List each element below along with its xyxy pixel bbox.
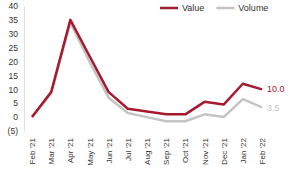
x-tick: Mar '21 xyxy=(47,134,56,164)
y-tick-label: 40 xyxy=(9,1,19,11)
plot-area xyxy=(32,20,262,121)
y-axis-line xyxy=(24,7,25,132)
y-tick: 35 xyxy=(9,15,24,25)
y-tick: 40 xyxy=(9,1,24,11)
x-tick-label: Oct '21 xyxy=(181,137,190,163)
y-tick: (5) xyxy=(8,126,24,136)
y-tick-label: 0 xyxy=(13,112,18,122)
x-tick-label: Sep '21 xyxy=(162,137,171,164)
y-tick: 10 xyxy=(9,85,24,95)
y-tick-label: 20 xyxy=(9,57,19,67)
x-tick-label: Jul '21 xyxy=(124,137,133,160)
x-tick: Jun '21 xyxy=(105,134,114,164)
legend-item: Volume xyxy=(216,3,268,13)
y-tick-label: 10 xyxy=(9,85,19,95)
y-tick: 5 xyxy=(13,98,24,108)
x-tick: Dec '21 xyxy=(220,134,229,165)
legend-item: Value xyxy=(160,3,204,13)
legend-label: Volume xyxy=(238,3,268,13)
y-tick-label: 25 xyxy=(9,43,19,53)
x-tick: Feb '21 xyxy=(28,134,37,164)
x-tick: Aug '21 xyxy=(143,134,152,165)
x-tick: Jan '22 xyxy=(239,134,248,164)
x-tick: Apr '21 xyxy=(66,134,75,163)
x-tick: Jul '21 xyxy=(124,134,133,161)
x-tick-label: Dec '21 xyxy=(220,137,229,164)
x-tick-label: Jan '22 xyxy=(239,137,248,163)
y-tick-label: (5) xyxy=(8,126,19,136)
data-labels: 10.0 3.5 xyxy=(267,84,285,112)
y-tick-label: 30 xyxy=(9,29,19,39)
y-tick-label: 5 xyxy=(13,98,18,108)
x-tick-label: Jun '21 xyxy=(105,137,114,163)
x-tick: Sep '21 xyxy=(162,134,171,165)
chart: (5) 0 5 10 15 20 25 30 35 40 Feb '21 Mar '21 Apr '21… xyxy=(0,0,300,190)
legend: Value Volume xyxy=(160,3,268,13)
x-axis-line xyxy=(33,134,263,135)
x-tick-label: Apr '21 xyxy=(66,137,75,163)
y-tick: 25 xyxy=(9,43,24,53)
y-tick: 20 xyxy=(9,57,24,67)
x-axis: Feb '21 Mar '21 Apr '21 May '21 Jun '21 Jul '… xyxy=(28,134,267,166)
x-tick: May '21 xyxy=(86,134,95,166)
series-line xyxy=(32,20,262,117)
legend-swatch xyxy=(216,7,234,10)
x-tick: Nov '21 xyxy=(201,134,210,165)
legend-swatch xyxy=(160,7,178,10)
y-tick-label: 15 xyxy=(9,71,19,81)
y-tick-label: 35 xyxy=(9,15,19,25)
y-tick: 15 xyxy=(9,71,24,81)
x-tick-label: Feb '22 xyxy=(258,137,267,164)
x-tick-label: Feb '21 xyxy=(28,137,37,164)
x-tick: Feb '22 xyxy=(258,134,267,164)
y-axis: (5) 0 5 10 15 20 25 30 35 40 xyxy=(8,1,25,136)
y-tick: 30 xyxy=(9,29,24,39)
x-tick-label: May '21 xyxy=(86,137,95,165)
x-tick-label: Aug '21 xyxy=(143,137,152,164)
x-tick: Oct '21 xyxy=(181,134,190,163)
data-label: 10.0 xyxy=(267,84,285,94)
x-tick-label: Nov '21 xyxy=(201,137,210,164)
y-tick: 0 xyxy=(13,112,24,122)
x-tick-label: Mar '21 xyxy=(47,137,56,164)
data-label: 3.5 xyxy=(267,103,280,113)
legend-label: Value xyxy=(182,3,204,13)
